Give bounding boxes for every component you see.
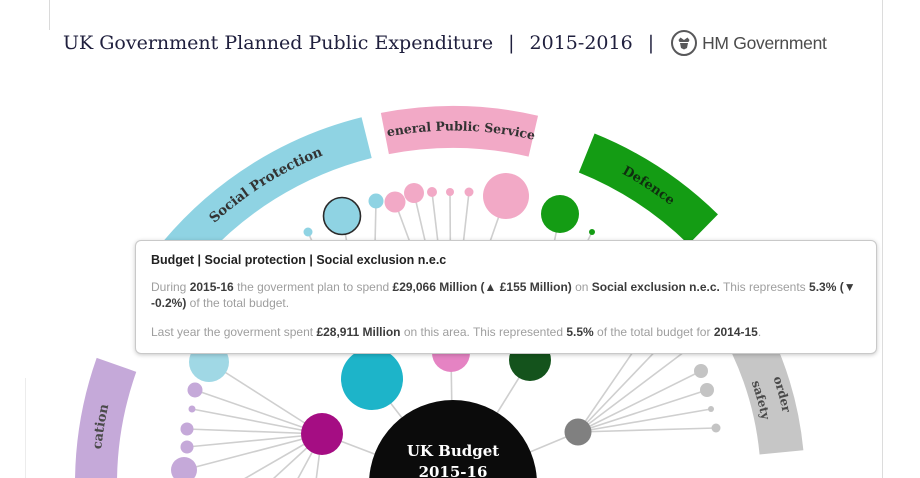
page-title: UK Government Planned Public Expenditure…	[63, 30, 827, 56]
tooltip-title: Budget | Social protection | Social excl…	[151, 253, 447, 267]
arc-label-general-public-services: General Public Services	[0, 0, 537, 143]
title-text: UK Government Planned Public Expenditure	[63, 32, 494, 54]
center-label-line1: UK Budget	[407, 442, 499, 460]
bubble-leaf-grey-2[interactable]	[700, 383, 714, 397]
bubble-leaf-pink-2[interactable]	[404, 183, 424, 203]
budget-tooltip: Budget | Social protection | Social excl…	[135, 240, 877, 354]
arc-general-public-services[interactable]	[380, 106, 539, 157]
arc-education[interactable]	[75, 357, 137, 478]
tooltip-paragraph: During 2015-16 the goverment plan to spe…	[151, 280, 856, 310]
center-node[interactable]	[369, 400, 537, 478]
title-period: 2015-2016	[529, 32, 633, 54]
bubble-hub-grey[interactable]	[564, 418, 592, 446]
bubble-leaf-blue-1[interactable]	[303, 227, 313, 237]
bubble-leaf-blue-2[interactable]	[368, 193, 384, 209]
bubble-leaf-pink-3[interactable]	[427, 187, 437, 197]
bubble-leaf-grey-1[interactable]	[694, 364, 708, 378]
bubble-leaf-blue-selected[interactable]	[322, 196, 362, 236]
bubble-leaf-purple-1[interactable]	[187, 382, 203, 398]
stem-line	[208, 361, 323, 435]
frame-line-bottom-left	[25, 378, 26, 478]
tooltip-paragraph: Last year the goverment spent £28,911 Mi…	[151, 325, 762, 339]
bubble-leaf-pink-4[interactable]	[446, 188, 454, 196]
center-label-line2: 2015-16	[419, 463, 488, 478]
hm-government-logo: HM Government	[671, 30, 827, 56]
bubble-hub-cyan[interactable]	[341, 348, 403, 410]
hm-government-label: HM Government	[702, 32, 827, 53]
stem-line	[186, 433, 323, 448]
stem-line	[577, 389, 708, 433]
bubble-leaf-purple-4[interactable]	[180, 440, 194, 454]
stem-line	[577, 408, 712, 433]
stem-line	[194, 389, 323, 435]
bubble-leaf-green-1[interactable]	[541, 195, 579, 233]
stem-line	[577, 370, 702, 433]
bubble-leaf-purple-3[interactable]	[180, 422, 194, 436]
bubble-leaf-grey-4[interactable]	[711, 423, 721, 433]
stem-line	[191, 408, 323, 435]
bubble-leaf-pink-1[interactable]	[384, 191, 406, 213]
bubble-leaf-purple-2[interactable]	[188, 405, 196, 413]
tooltip-body: During 2015-16 the goverment plan to spe…	[151, 279, 861, 340]
title-separator: |	[508, 32, 515, 54]
bubble-leaf-green-2[interactable]	[589, 229, 595, 235]
bubble-leaf-grey-3[interactable]	[708, 406, 714, 412]
stem-line	[577, 427, 717, 433]
frame-line-top-left	[49, 0, 50, 30]
arc-defence[interactable]	[578, 133, 718, 245]
stem-line	[183, 433, 323, 471]
bubble-leaf-purple-5[interactable]	[171, 457, 197, 478]
frame-line-right	[882, 0, 883, 478]
title-separator: |	[647, 32, 655, 54]
bubble-leaf-pink-6[interactable]	[483, 173, 529, 219]
stem-line	[577, 348, 689, 433]
stem-line	[186, 428, 323, 435]
arc-social-protection[interactable]	[163, 117, 372, 269]
bubble-hub-magenta[interactable]	[301, 413, 343, 455]
royal-crest-icon	[671, 30, 698, 56]
arc-public-order-safety[interactable]	[732, 335, 804, 455]
bubble-leaf-pink-5[interactable]	[464, 187, 474, 197]
